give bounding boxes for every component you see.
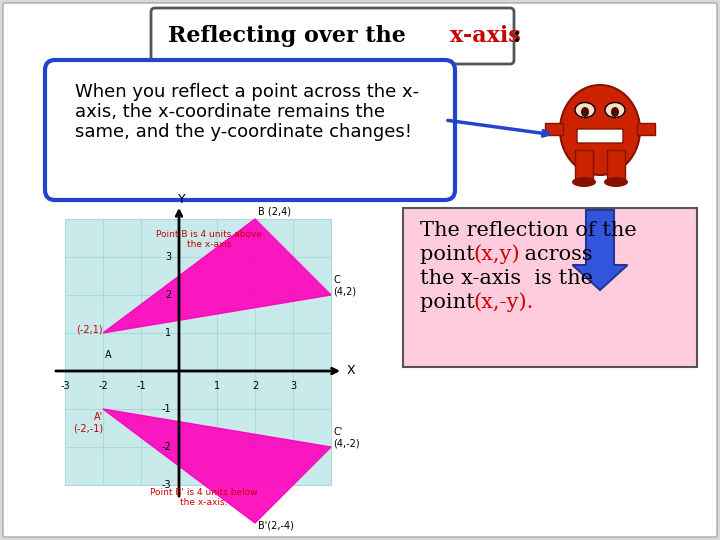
Text: -2: -2 (161, 442, 171, 452)
Text: C'
(4,-2): C' (4,-2) (333, 427, 359, 449)
Text: B'(2,-4): B'(2,-4) (258, 521, 294, 531)
Bar (575, 150, 593, 180)
FancyBboxPatch shape (403, 208, 697, 367)
Text: -1: -1 (136, 381, 146, 391)
Text: the x-axis  is the: the x-axis is the (420, 268, 593, 287)
Text: Point B' is 4 units below: Point B' is 4 units below (150, 488, 258, 497)
Text: -2: -2 (98, 381, 108, 391)
Text: 2: 2 (165, 290, 171, 300)
Text: 3: 3 (290, 381, 296, 391)
Text: (x,-y).: (x,-y). (473, 292, 534, 312)
Text: Reflecting over the: Reflecting over the (168, 25, 413, 47)
Bar (637, 123, 655, 135)
Text: B (2,4): B (2,4) (258, 207, 291, 217)
Text: the x-axis: the x-axis (186, 240, 231, 249)
Text: A'
(-2,-1): A' (-2,-1) (73, 412, 103, 434)
Text: :: : (513, 25, 521, 47)
Ellipse shape (581, 107, 589, 117)
Text: A: A (105, 349, 112, 360)
FancyBboxPatch shape (45, 60, 455, 200)
Text: C
(4,2): C (4,2) (333, 275, 356, 297)
Bar (607, 150, 625, 180)
Text: point: point (420, 245, 482, 264)
Bar (65, 219, 331, 485)
Text: When you reflect a point across the x-: When you reflect a point across the x- (75, 83, 419, 101)
FancyBboxPatch shape (577, 129, 623, 143)
Text: same, and the y-coordinate changes!: same, and the y-coordinate changes! (75, 123, 412, 141)
Text: x-axis: x-axis (450, 25, 521, 47)
Polygon shape (103, 219, 331, 333)
Ellipse shape (611, 107, 619, 117)
Text: -1: -1 (161, 404, 171, 414)
Text: the x-axis.: the x-axis. (180, 498, 228, 507)
Text: 3: 3 (165, 252, 171, 262)
FancyBboxPatch shape (151, 8, 514, 64)
Ellipse shape (604, 177, 628, 187)
Text: (-2,1): (-2,1) (76, 325, 103, 335)
Text: across: across (518, 245, 593, 264)
Ellipse shape (605, 103, 625, 118)
Text: Point B is 4 units above: Point B is 4 units above (156, 230, 262, 239)
Text: X: X (347, 364, 356, 377)
Text: point: point (420, 293, 482, 312)
Text: -3: -3 (60, 381, 70, 391)
Ellipse shape (572, 177, 596, 187)
Text: 1: 1 (214, 381, 220, 391)
Text: The reflection of the: The reflection of the (420, 220, 636, 240)
Polygon shape (103, 409, 331, 523)
Text: axis, the x-coordinate remains the: axis, the x-coordinate remains the (75, 103, 385, 121)
FancyArrow shape (572, 210, 628, 290)
Bar (545, 123, 563, 135)
Ellipse shape (575, 103, 595, 118)
Text: 2: 2 (252, 381, 258, 391)
Text: 1: 1 (165, 328, 171, 338)
Text: Y: Y (178, 193, 186, 206)
Ellipse shape (560, 85, 640, 175)
FancyBboxPatch shape (3, 3, 717, 537)
Text: (x,y): (x,y) (473, 244, 520, 264)
Text: -3: -3 (161, 480, 171, 490)
